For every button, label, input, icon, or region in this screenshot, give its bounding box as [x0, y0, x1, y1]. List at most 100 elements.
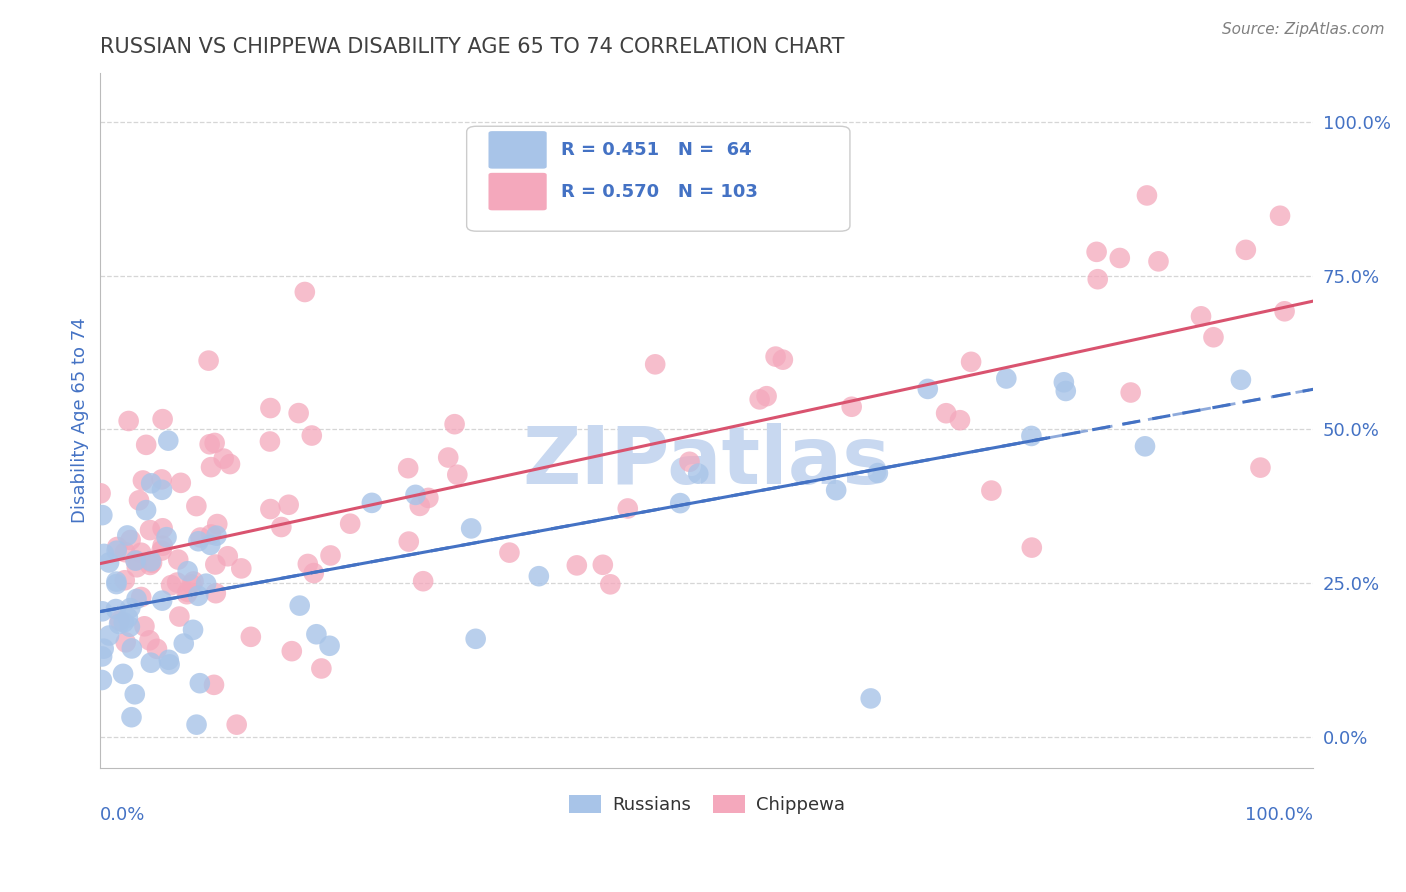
Point — [1268, 209, 1291, 223]
Legend: Russians, Chippewa: Russians, Chippewa — [561, 788, 852, 822]
Point — [181, 623, 204, 637]
Point — [281, 644, 304, 658]
Point — [599, 577, 621, 591]
Point — [446, 467, 468, 482]
Point — [132, 474, 155, 488]
Point — [396, 461, 419, 475]
Point — [155, 530, 177, 544]
Point — [108, 614, 131, 628]
Point — [166, 575, 188, 590]
Point — [288, 599, 311, 613]
Point — [302, 566, 325, 580]
Point — [270, 520, 292, 534]
Point — [183, 574, 205, 589]
Point — [159, 657, 181, 672]
Point — [112, 615, 135, 630]
Point — [207, 517, 229, 532]
Point — [305, 627, 328, 641]
Point — [418, 491, 440, 505]
Point — [200, 527, 222, 541]
Point — [1021, 541, 1043, 555]
Point — [139, 558, 162, 572]
Point — [669, 496, 692, 510]
Point — [409, 499, 432, 513]
Point — [173, 636, 195, 650]
Point — [204, 436, 226, 450]
Point — [825, 483, 848, 498]
Point — [460, 521, 482, 535]
Point — [592, 558, 614, 572]
Point — [186, 717, 208, 731]
Point — [443, 417, 465, 432]
Point — [169, 609, 191, 624]
Point — [138, 633, 160, 648]
Point — [128, 493, 150, 508]
Point — [464, 632, 486, 646]
Text: 0.0%: 0.0% — [100, 806, 146, 824]
Point — [124, 553, 146, 567]
Point — [105, 540, 128, 554]
Point — [360, 496, 382, 510]
Point — [170, 475, 193, 490]
Point — [117, 414, 139, 428]
Point — [120, 533, 142, 547]
Point — [498, 546, 520, 560]
FancyBboxPatch shape — [488, 131, 547, 169]
Y-axis label: Disability Age 65 to 74: Disability Age 65 to 74 — [72, 318, 89, 523]
Point — [772, 352, 794, 367]
Point — [755, 389, 778, 403]
Point — [205, 529, 228, 543]
Point — [1108, 251, 1130, 265]
Point — [139, 554, 162, 568]
Point — [141, 476, 163, 491]
Point — [949, 413, 972, 427]
Point — [124, 687, 146, 701]
Point — [219, 457, 242, 471]
Point — [297, 557, 319, 571]
Point — [91, 649, 114, 664]
Point — [1249, 460, 1271, 475]
Point — [150, 593, 173, 607]
Point — [339, 516, 361, 531]
Point — [150, 543, 173, 558]
FancyBboxPatch shape — [488, 173, 547, 211]
Point — [157, 653, 180, 667]
Text: R = 0.451   N =  64: R = 0.451 N = 64 — [561, 141, 752, 159]
Point — [197, 353, 219, 368]
Point — [152, 521, 174, 535]
Point — [98, 556, 121, 570]
Point — [114, 635, 136, 649]
Point — [1234, 243, 1257, 257]
Point — [995, 371, 1018, 385]
Point — [188, 676, 211, 690]
Point — [90, 673, 112, 687]
Point — [859, 691, 882, 706]
Point — [225, 717, 247, 731]
Point — [150, 472, 173, 486]
Point — [202, 678, 225, 692]
Point — [93, 547, 115, 561]
Point — [129, 590, 152, 604]
Point — [231, 561, 253, 575]
Point — [405, 488, 427, 502]
Point — [135, 438, 157, 452]
Point — [152, 539, 174, 553]
Text: Source: ZipAtlas.com: Source: ZipAtlas.com — [1222, 22, 1385, 37]
Point — [1085, 244, 1108, 259]
Point — [277, 498, 299, 512]
Point — [141, 556, 163, 570]
Point — [678, 455, 700, 469]
Text: R = 0.570   N = 103: R = 0.570 N = 103 — [561, 183, 758, 201]
Point — [1133, 439, 1156, 453]
Point — [105, 574, 128, 589]
Point — [135, 503, 157, 517]
Point — [980, 483, 1002, 498]
Point — [866, 466, 889, 480]
Point — [91, 508, 114, 522]
Point — [204, 586, 226, 600]
Point — [398, 534, 420, 549]
Point — [259, 502, 281, 516]
Point — [180, 577, 202, 591]
Point — [121, 641, 143, 656]
Point — [187, 534, 209, 549]
